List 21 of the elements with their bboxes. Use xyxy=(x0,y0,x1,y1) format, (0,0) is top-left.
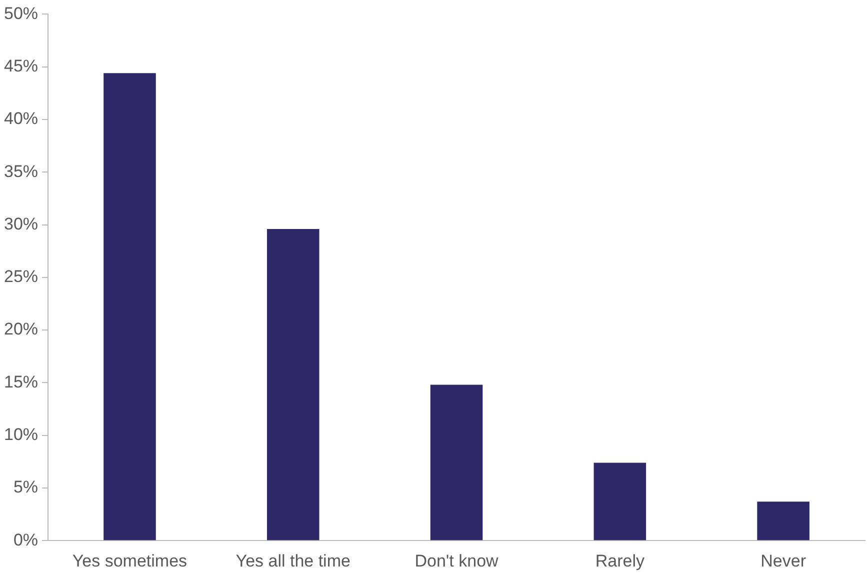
bar xyxy=(266,228,320,540)
bar xyxy=(594,462,646,540)
y-tick-label: 20% xyxy=(4,320,38,339)
x-tick-label: Yes all the time xyxy=(236,551,350,570)
y-tick-label: 10% xyxy=(4,425,38,444)
y-tick-label: 45% xyxy=(4,56,38,76)
y-tick-label: 50% xyxy=(4,4,38,23)
bar xyxy=(104,73,156,540)
y-tick-label: 40% xyxy=(4,109,38,128)
y-tick-label: 5% xyxy=(13,478,38,497)
y-tick-label: 25% xyxy=(4,267,38,286)
y-tick-label: 15% xyxy=(4,372,38,392)
x-tick-label: Don't know xyxy=(414,551,500,570)
x-tick-label: Rarely xyxy=(595,551,645,570)
x-tick-label: Never xyxy=(760,551,806,570)
bar xyxy=(430,384,483,540)
y-tick-label: 30% xyxy=(4,214,38,234)
bar xyxy=(757,502,810,540)
y-tick-label: 35% xyxy=(4,162,38,181)
x-tick-label: Yes sometimes xyxy=(72,551,188,570)
y-tick-label: 0% xyxy=(13,530,38,550)
